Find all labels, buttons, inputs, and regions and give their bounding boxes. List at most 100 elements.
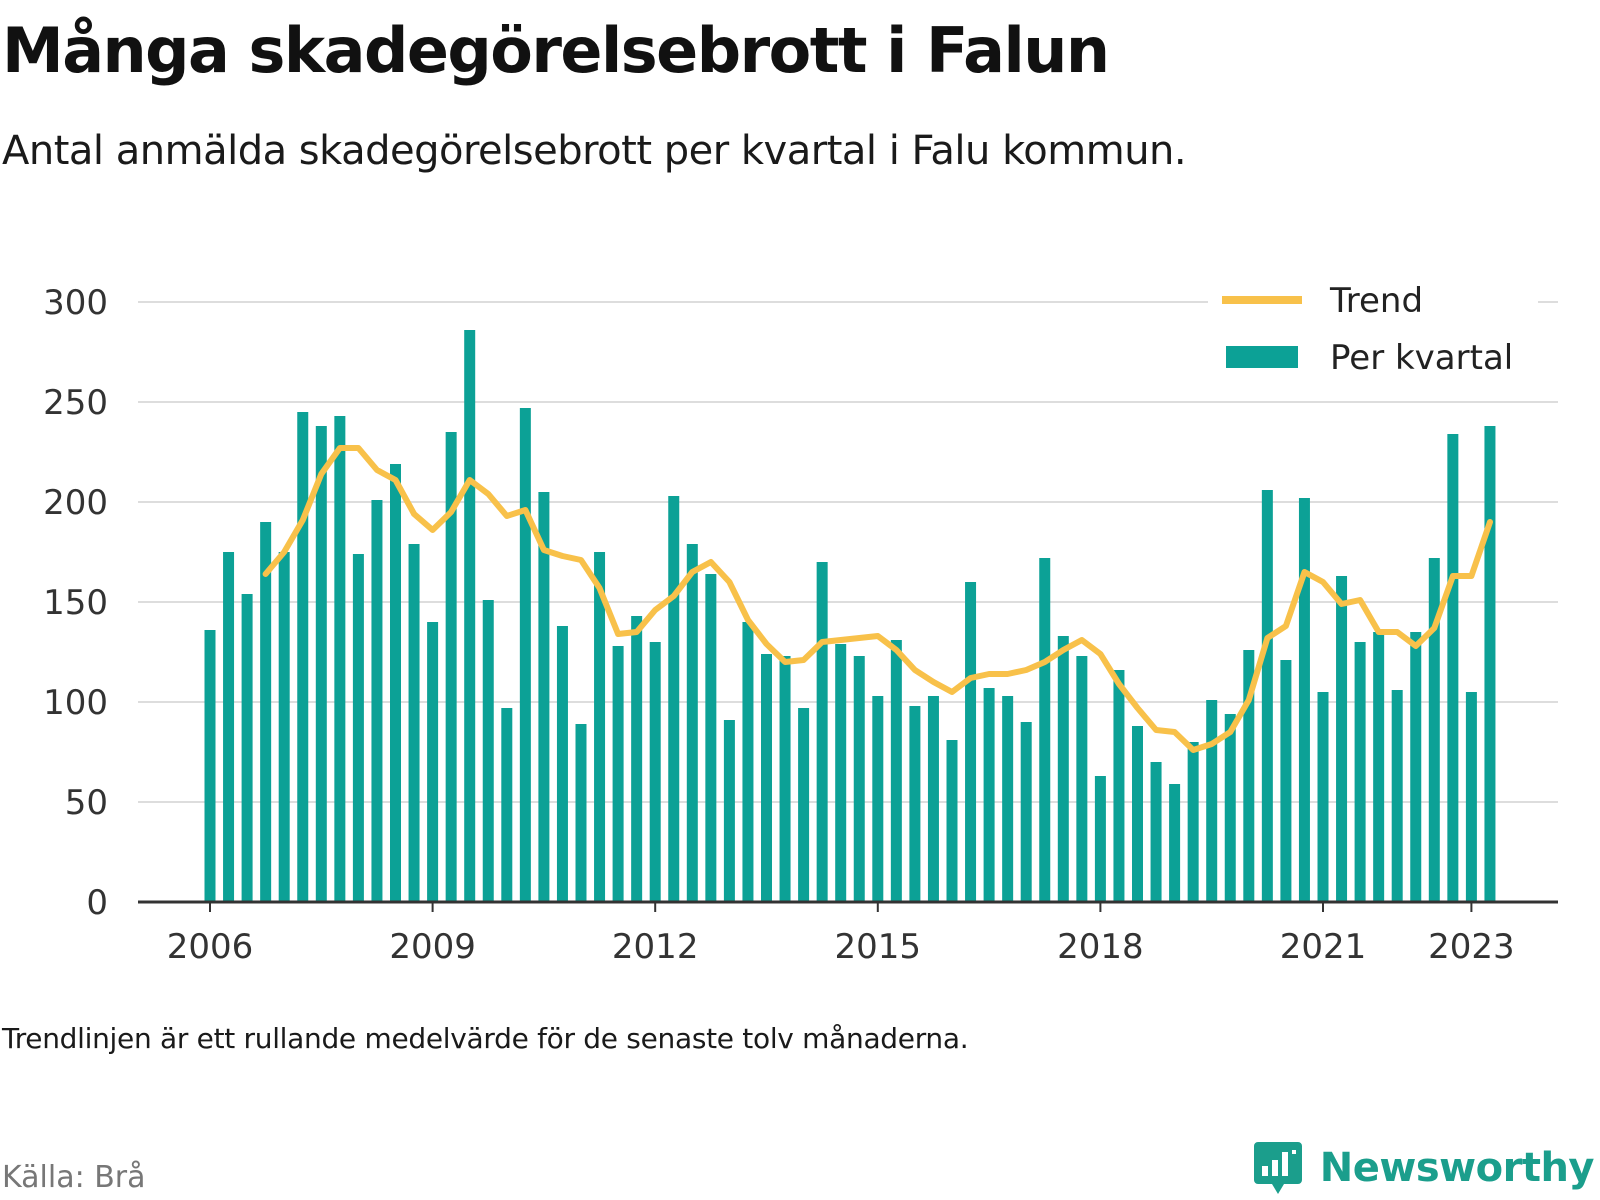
legend: Trend Per kvartal xyxy=(1208,270,1538,380)
bar xyxy=(612,646,624,902)
bar xyxy=(1224,714,1236,902)
bar xyxy=(1002,696,1014,902)
bar xyxy=(315,426,327,902)
bar xyxy=(334,416,346,902)
bar xyxy=(408,544,420,902)
legend-bar-label: Per kvartal xyxy=(1330,338,1513,378)
bar xyxy=(1280,660,1292,902)
bar xyxy=(204,630,216,902)
bar xyxy=(705,574,717,902)
bar xyxy=(260,522,272,902)
bar xyxy=(1057,636,1069,902)
x-tick-label: 2023 xyxy=(1428,927,1515,967)
bar xyxy=(556,626,568,902)
y-tick-label: 250 xyxy=(43,383,108,423)
y-tick-label: 150 xyxy=(43,583,108,623)
bar xyxy=(1020,722,1032,902)
bar xyxy=(761,654,772,902)
bar xyxy=(1132,726,1143,902)
bar xyxy=(1298,498,1310,902)
bar xyxy=(965,582,977,902)
bar xyxy=(575,724,587,902)
bar xyxy=(927,696,939,902)
source-credit: Källa: Brå xyxy=(2,1160,146,1195)
y-axis-ticks: 0 50 100 150 200 250 300 xyxy=(43,283,108,923)
bar xyxy=(853,656,865,902)
bar xyxy=(1039,558,1051,902)
bar-series-per-kvartal xyxy=(204,330,1496,902)
bar xyxy=(946,740,958,902)
bar xyxy=(631,616,643,902)
bar xyxy=(482,600,494,902)
bar xyxy=(1076,656,1088,902)
x-tick-label: 2015 xyxy=(835,927,922,967)
bar xyxy=(297,412,309,902)
bar xyxy=(1150,762,1162,902)
x-tick-label: 2006 xyxy=(167,927,254,967)
bar xyxy=(278,552,290,902)
bar xyxy=(501,708,513,902)
bar xyxy=(1484,426,1496,902)
legend-trend-label: Trend xyxy=(1329,281,1423,321)
bar xyxy=(538,492,550,902)
bar xyxy=(390,464,401,902)
y-tick-label: 50 xyxy=(65,783,108,823)
bar xyxy=(1373,632,1385,902)
bar xyxy=(445,432,457,902)
bar xyxy=(835,644,847,902)
trend-line xyxy=(262,445,1493,753)
bar xyxy=(427,622,439,902)
bar xyxy=(464,330,476,902)
bar xyxy=(983,688,995,902)
bar xyxy=(1094,776,1106,902)
bar xyxy=(890,640,902,902)
bar xyxy=(241,594,253,902)
bar xyxy=(668,496,680,902)
bar xyxy=(519,408,531,902)
bar xyxy=(1465,692,1477,902)
newsworthy-logo-icon xyxy=(1253,1142,1302,1194)
bar xyxy=(1354,642,1366,902)
trend-footnote: Trendlinjen är ett rullande medelvärde f… xyxy=(2,1022,969,1055)
bar xyxy=(1391,690,1403,902)
bar xyxy=(1317,692,1329,902)
bar xyxy=(1410,632,1422,902)
bar xyxy=(798,708,810,902)
x-tick-label: 2021 xyxy=(1280,927,1367,967)
bar xyxy=(909,706,921,902)
bar xyxy=(1169,784,1181,902)
y-tick-label: 300 xyxy=(43,283,108,323)
bar xyxy=(1261,490,1273,902)
bar xyxy=(1243,650,1255,902)
bar xyxy=(779,656,791,902)
chart-svg: 0 50 100 150 200 250 300 2006 2009 2012 2015 2018 2… xyxy=(43,270,1558,967)
bar xyxy=(723,720,735,902)
y-tick-label: 0 xyxy=(86,883,108,923)
bar xyxy=(872,696,884,902)
chart-title: Många skadegörelsebrott i Falun xyxy=(2,14,1110,87)
x-tick-label: 2018 xyxy=(1057,927,1144,967)
line-series-trend xyxy=(262,445,1493,753)
bar xyxy=(1113,670,1125,902)
y-tick-label: 200 xyxy=(43,483,108,523)
bar xyxy=(742,622,754,902)
bar xyxy=(1336,576,1348,902)
brand-name: Newsworthy xyxy=(1319,1145,1595,1191)
bar xyxy=(1447,434,1459,902)
y-tick-label: 100 xyxy=(43,683,108,723)
bar xyxy=(686,544,698,902)
bar xyxy=(1187,742,1199,902)
legend-bar-swatch xyxy=(1226,346,1298,368)
bar xyxy=(1206,700,1218,902)
bar xyxy=(223,552,235,902)
x-tick-label: 2009 xyxy=(389,927,476,967)
brand-logo: Newsworthy xyxy=(1252,1140,1595,1196)
bar xyxy=(649,642,661,902)
bar xyxy=(816,562,828,902)
chart-subtitle: Antal anmälda skadegörelsebrott per kvar… xyxy=(2,128,1187,174)
bar xyxy=(352,554,364,902)
x-tick-label: 2012 xyxy=(612,927,699,967)
bar xyxy=(371,500,383,902)
bar xyxy=(1428,558,1440,902)
bar xyxy=(594,552,606,902)
